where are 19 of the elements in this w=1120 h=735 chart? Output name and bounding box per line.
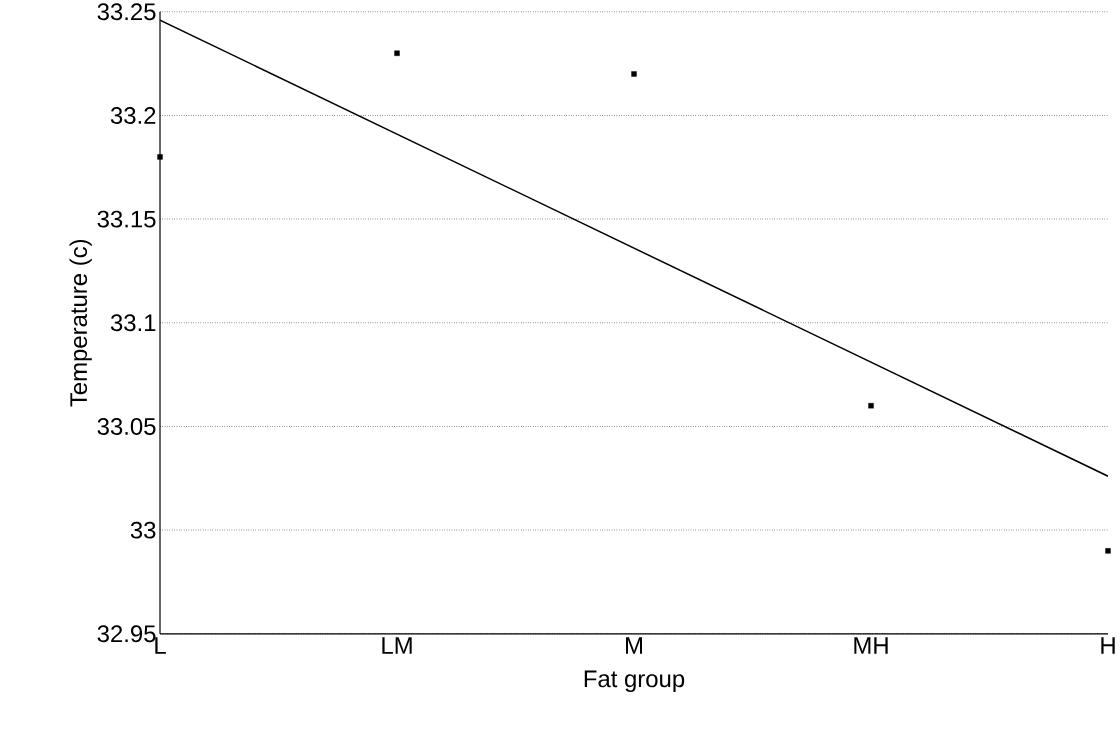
- x-tick-label: MH: [854, 637, 888, 654]
- y-tick-label: 33.2: [110, 107, 156, 125]
- x-tick-label: H: [1101, 637, 1115, 654]
- x-tick-label: LM: [382, 637, 412, 654]
- y-axis-title: Temperature (c): [69, 240, 92, 407]
- y-tick-label: 32.95: [97, 625, 156, 643]
- point: [1105, 548, 1111, 554]
- x-tick-label: M: [626, 637, 642, 654]
- point: [394, 50, 400, 57]
- point: [631, 71, 637, 77]
- y-tick-label: 33: [130, 521, 156, 539]
- point: [868, 403, 874, 409]
- y-tick-label: 33.1: [110, 314, 156, 332]
- x-tick-label: L: [155, 637, 166, 654]
- y-tick-label: 33.05: [97, 418, 156, 436]
- y-tick-label: 33.15: [97, 210, 156, 228]
- point: [157, 154, 163, 160]
- x-axis-title: Fat group: [584, 670, 685, 693]
- y-tick-label: 33.25: [97, 3, 156, 21]
